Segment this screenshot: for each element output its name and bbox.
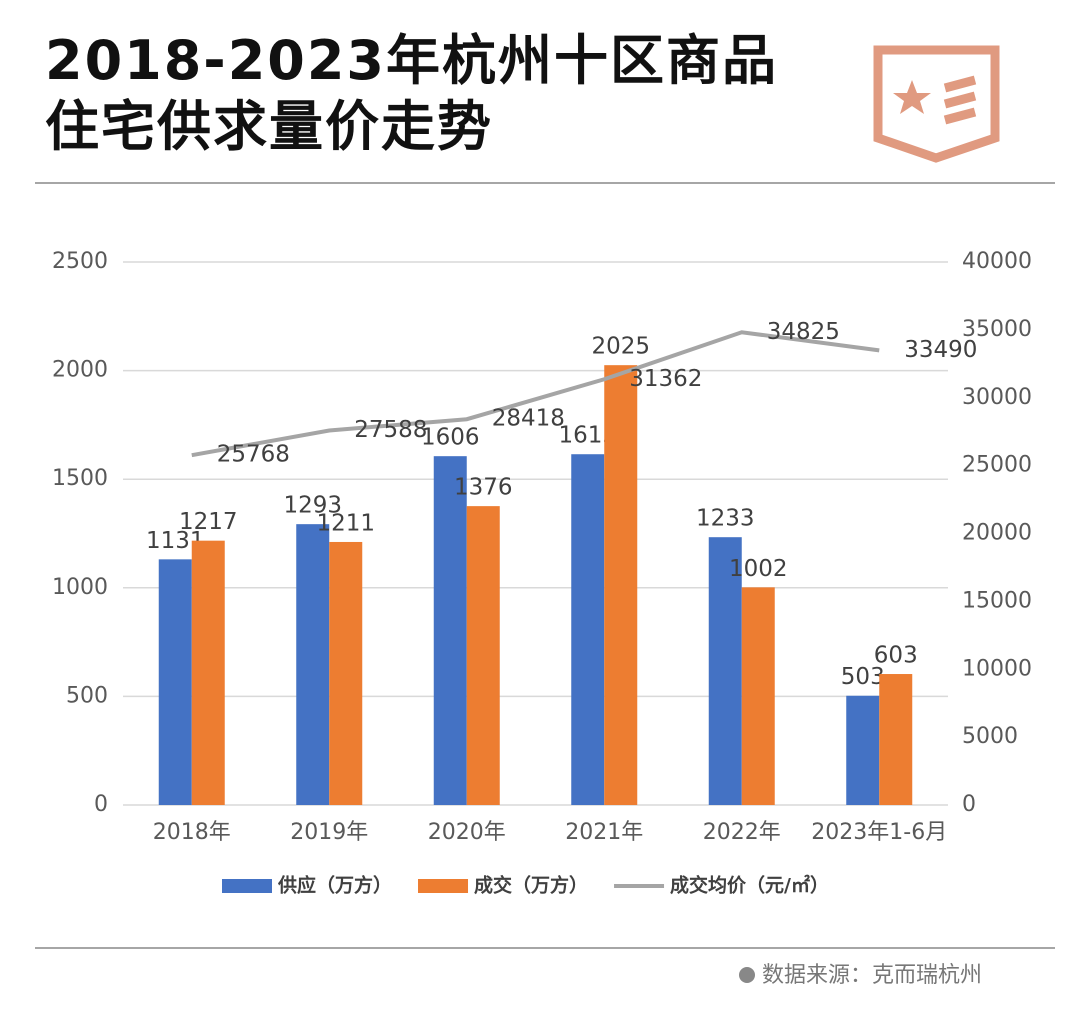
bar	[296, 524, 330, 805]
bar	[571, 454, 605, 805]
data-label: 31362	[629, 366, 702, 392]
y-tick-label: 2000	[52, 358, 108, 383]
source-dot	[739, 967, 755, 983]
bar	[191, 540, 225, 805]
data-label: 25768	[217, 442, 290, 468]
y-tick-label: 500	[66, 683, 108, 708]
y-tick-label: 0	[94, 792, 108, 817]
x-tick-label: 2022年	[703, 820, 781, 845]
y-tick-label: 1500	[52, 466, 108, 491]
y2-tick-label: 30000	[962, 385, 1032, 410]
legend-swatch	[222, 879, 272, 893]
bar	[846, 695, 880, 805]
y2-tick-label: 5000	[962, 724, 1018, 749]
y2-tick-label: 0	[962, 792, 976, 817]
legend-swatch	[418, 879, 469, 893]
data-label: 27588	[354, 417, 427, 443]
y2-tick-label: 25000	[962, 453, 1032, 478]
legend-label: 成交均价（元/㎡）	[670, 874, 829, 897]
bar	[329, 541, 363, 805]
data-label: 1293	[283, 493, 342, 519]
x-tick-label: 2020年	[428, 820, 506, 845]
x-tick-label: 2018年	[153, 820, 231, 845]
data-label: 1211	[316, 510, 375, 536]
y2-tick-label: 40000	[962, 249, 1032, 274]
data-label: 1233	[696, 506, 755, 532]
data-label: 1376	[454, 475, 513, 501]
data-label: 1217	[179, 509, 238, 535]
icon	[873, 45, 1000, 163]
icon-star	[893, 80, 931, 114]
source: 数据来源：克而瑞杭州	[762, 963, 982, 988]
legend-label: 供应（万方）	[277, 874, 392, 897]
data-label: 603	[874, 643, 918, 669]
data-label: 33490	[904, 337, 977, 363]
data-label: 503	[841, 664, 885, 690]
y2-tick-label: 20000	[962, 521, 1032, 546]
y2-tick-label: 35000	[962, 317, 1032, 342]
x-tick-label: 2019年	[290, 820, 368, 845]
bar	[604, 365, 638, 805]
x-tick-label: 2021年	[565, 820, 643, 845]
bar	[466, 506, 500, 805]
line	[191, 330, 880, 458]
legend-label: 成交（万方）	[474, 874, 588, 897]
y2-tick-label: 15000	[962, 588, 1032, 613]
data-label: 34825	[767, 319, 840, 345]
bar	[879, 674, 913, 805]
y-tick-label: 1000	[52, 575, 108, 600]
y-tick-label: 2500	[52, 249, 108, 274]
data-label: 1606	[421, 425, 480, 451]
bar	[741, 587, 775, 805]
y2-tick-label: 10000	[962, 656, 1032, 681]
data-label: 1002	[729, 556, 788, 582]
bar	[708, 537, 742, 805]
bar	[433, 456, 467, 805]
chart-title: 2018-2023年杭州十区商品住宅供求量价走势	[45, 29, 778, 158]
data-label: 2025	[591, 334, 650, 360]
data-label: 28418	[492, 406, 565, 432]
bar	[158, 559, 192, 805]
x-tick-label: 2023年1-6月	[811, 820, 947, 845]
